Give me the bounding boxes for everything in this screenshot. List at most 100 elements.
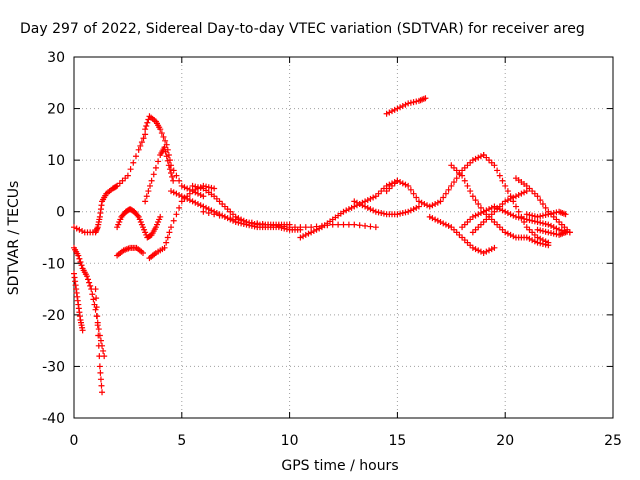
data-point xyxy=(302,224,309,231)
series-track-13 xyxy=(297,177,401,241)
data-point xyxy=(421,200,428,207)
data-point xyxy=(359,202,366,209)
data-point xyxy=(127,166,134,173)
data-point xyxy=(518,190,525,197)
data-point xyxy=(413,194,420,201)
data-point xyxy=(472,246,479,253)
data-point xyxy=(227,215,234,222)
data-point xyxy=(329,221,336,228)
data-point xyxy=(521,219,528,226)
data-point xyxy=(469,244,476,251)
data-point xyxy=(150,171,157,178)
data-point xyxy=(410,99,417,106)
data-point xyxy=(137,142,144,149)
data-point xyxy=(537,213,544,220)
data-point xyxy=(402,101,409,108)
data-point xyxy=(73,225,80,232)
data-point xyxy=(162,148,169,155)
data-point xyxy=(189,188,196,195)
series-track-21 xyxy=(480,151,552,246)
data-point xyxy=(95,342,102,349)
data-point xyxy=(372,208,379,215)
data-point xyxy=(164,234,171,241)
data-point xyxy=(140,135,147,142)
data-point xyxy=(305,230,312,237)
y-axis-label: SDTVAR / TECUs xyxy=(6,181,22,296)
data-point xyxy=(370,207,377,214)
data-point xyxy=(169,173,176,180)
data-point xyxy=(467,188,474,195)
data-point xyxy=(397,104,404,111)
data-point xyxy=(378,210,385,217)
data-point xyxy=(426,203,433,210)
data-point xyxy=(504,197,511,204)
data-point xyxy=(562,211,569,218)
data-point xyxy=(168,224,175,231)
data-marks xyxy=(71,95,573,396)
series-track-24 xyxy=(534,226,569,238)
data-point xyxy=(537,235,544,242)
data-point xyxy=(95,326,102,333)
data-point xyxy=(351,203,358,210)
series-track-8 xyxy=(114,244,146,259)
data-point xyxy=(211,185,218,192)
data-point xyxy=(145,188,152,195)
data-point xyxy=(176,191,183,198)
x-tick-label: 20 xyxy=(496,433,514,449)
series-track-18 xyxy=(448,162,552,249)
data-point xyxy=(545,239,552,246)
data-point xyxy=(394,177,401,184)
data-point xyxy=(164,157,171,164)
data-point xyxy=(477,248,484,255)
data-point xyxy=(216,212,223,219)
data-point xyxy=(170,177,177,184)
data-point xyxy=(76,255,83,262)
data-point xyxy=(281,223,288,230)
data-point xyxy=(184,185,191,192)
data-point xyxy=(440,220,447,227)
data-point xyxy=(475,154,482,161)
data-point xyxy=(521,189,528,196)
data-point xyxy=(96,353,103,360)
data-point xyxy=(499,207,506,214)
data-point xyxy=(475,200,482,207)
data-point xyxy=(163,239,170,246)
data-point xyxy=(529,217,536,224)
data-point xyxy=(491,203,498,210)
data-point xyxy=(399,210,406,217)
data-point xyxy=(418,199,425,206)
data-point xyxy=(248,219,255,226)
data-point xyxy=(162,137,169,144)
data-point xyxy=(221,213,228,220)
x-tick-label: 5 xyxy=(177,433,186,449)
data-point xyxy=(364,204,371,211)
data-point xyxy=(504,210,511,217)
data-point xyxy=(313,226,320,233)
y-tick-label: -20 xyxy=(42,308,65,324)
data-point xyxy=(453,175,460,182)
data-point xyxy=(194,200,201,207)
data-point xyxy=(297,234,304,241)
data-point xyxy=(364,197,371,204)
data-point xyxy=(386,109,393,116)
data-point xyxy=(502,198,509,205)
data-point xyxy=(100,347,107,354)
data-point xyxy=(531,213,538,220)
data-point xyxy=(345,221,352,228)
chart-title: Day 297 of 2022, Sidereal Day-to-day VTE… xyxy=(20,21,585,37)
data-point xyxy=(475,211,482,218)
data-point xyxy=(310,228,317,235)
data-point xyxy=(415,203,422,210)
data-point xyxy=(548,222,555,229)
data-point xyxy=(407,207,414,214)
data-point xyxy=(426,213,433,220)
data-point xyxy=(130,159,137,166)
x-tick-label: 10 xyxy=(281,433,299,449)
data-point xyxy=(148,177,155,184)
data-point xyxy=(445,222,452,229)
data-point xyxy=(200,193,207,200)
data-point xyxy=(176,177,183,184)
data-point xyxy=(502,229,509,236)
data-point xyxy=(422,95,429,102)
data-point xyxy=(92,286,99,293)
